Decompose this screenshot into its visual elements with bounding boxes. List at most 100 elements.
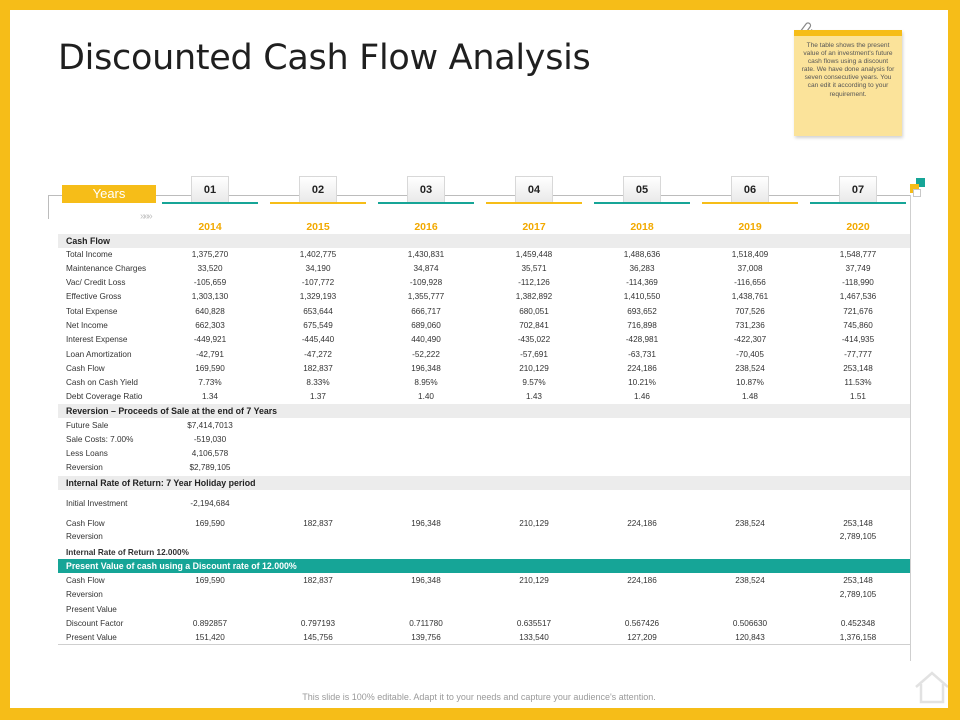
row-label: Initial Investment: [66, 499, 128, 508]
sticky-note: The table shows the present value of an …: [794, 30, 902, 136]
table-cell: 702,841: [519, 321, 549, 330]
table-cell: 440,490: [411, 335, 441, 344]
table-cell: 196,348: [411, 364, 441, 373]
table-cell: -118,990: [842, 278, 874, 287]
table-cell: $7,414,7013: [187, 421, 233, 430]
table-cell: 9.57%: [522, 378, 546, 387]
table-cell: -77,777: [844, 350, 872, 359]
table-cell: 693,652: [627, 307, 657, 316]
year-header-7: 2020: [846, 221, 870, 233]
row-label: Loan Amortization: [66, 350, 132, 359]
year-header-3: 2016: [414, 221, 438, 233]
table-cell: 127,209: [627, 633, 657, 642]
table-cell: 210,129: [519, 519, 549, 528]
table-cell: -57,691: [520, 350, 548, 359]
table-cell: 1,467,536: [839, 292, 877, 301]
table-cell: 1.43: [526, 392, 542, 401]
table-cell: -112,126: [518, 278, 550, 287]
table-cell: -414,935: [841, 335, 875, 344]
table-cell: 8.33%: [306, 378, 330, 387]
table-row: Cash Flow 169,590 182,837 196,348 210,129 224…: [58, 574, 910, 588]
year-tab-2: 02: [299, 176, 337, 202]
tab-underline: [378, 202, 474, 204]
table-cell: 238,524: [735, 364, 765, 373]
table-cell: 34,190: [305, 264, 331, 273]
table-cell: 35,571: [521, 264, 547, 273]
row-label: Cash Flow: [66, 576, 105, 585]
table-cell: 0.635517: [516, 619, 552, 628]
table-cell: 10.87%: [736, 378, 764, 387]
table-row: Reversion 2,789,105: [58, 588, 910, 602]
table-cell: 1,459,448: [515, 250, 553, 259]
section-header: Cash Flow: [58, 234, 910, 248]
table-row: Effective Gross 1,303,130 1,329,193 1,355,7…: [58, 290, 910, 304]
row-label: Maintenance Charges: [66, 264, 147, 273]
table-cell: 139,756: [411, 633, 441, 642]
table-row: Future Sale $7,414,7013: [58, 419, 910, 433]
table-cell: 10.21%: [628, 378, 656, 387]
row-label: Present Value: [66, 605, 117, 614]
row-label: Less Loans: [66, 449, 108, 458]
square-teal-icon: [916, 178, 925, 187]
table-row: Vac/ Credit Loss -105,659 -107,772 -109,928…: [58, 276, 910, 290]
table-row: Reversion 2,789,105: [58, 530, 910, 544]
table-cell: -52,222: [412, 350, 440, 359]
table-cell: -116,656: [734, 278, 766, 287]
table-cell: 1,303,130: [191, 292, 229, 301]
table-row: Sale Costs: 7.00% -519,030: [58, 433, 910, 447]
table-cell: 182,837: [303, 364, 333, 373]
table-cell: -445,440: [301, 335, 335, 344]
table-cell: -109,928: [409, 278, 443, 287]
years-label: Years: [62, 185, 156, 203]
timeline-axis: [48, 195, 910, 219]
table-cell: -114,369: [626, 278, 658, 287]
row-label: Internal Rate of Return: 7 Year Holiday …: [66, 478, 256, 488]
page-title: Discounted Cash Flow Analysis: [58, 38, 591, 78]
year-tab-4: 04: [515, 176, 553, 202]
row-label: Present Value: [66, 633, 117, 642]
table-cell: 640,828: [195, 307, 225, 316]
table-cell: 721,676: [843, 307, 873, 316]
table-row: Debt Coverage Ratio 1.34 1.37 1.40 1.43 1.46 1…: [58, 390, 910, 404]
table-cell: -428,981: [625, 335, 659, 344]
table-cell: 224,186: [627, 576, 657, 585]
table-cell: 1,518,409: [731, 250, 769, 259]
table-cell: 716,898: [627, 321, 657, 330]
table-cell: 33,520: [197, 264, 223, 273]
year-tab-1: 01: [191, 176, 229, 202]
chevrons-icon: »»»: [140, 211, 153, 222]
row-label: Reversion – Proceeds of Sale at the end …: [66, 406, 278, 416]
square-outline-icon: [913, 189, 921, 197]
table-cell: 745,860: [843, 321, 873, 330]
square-yellow-icon: [910, 184, 919, 193]
row-label: Total Expense: [66, 307, 118, 316]
table-row: Reversion $2,789,105: [58, 461, 910, 475]
table-row: Cash on Cash Yield 7.73% 8.33% 8.95% 9.57% 10…: [58, 376, 910, 390]
table-cell: 4,106,578: [191, 449, 229, 458]
table-cell: 196,348: [411, 519, 441, 528]
table-cell: 210,129: [519, 576, 549, 585]
table-cell: 1,410,550: [623, 292, 661, 301]
row-label: Interest Expense: [66, 335, 128, 344]
table-cell: 169,590: [195, 364, 225, 373]
table-cell: 2,789,105: [839, 532, 877, 541]
table-cell: 169,590: [195, 576, 225, 585]
table-cell: 151,420: [195, 633, 225, 642]
table-cell: 0.797193: [300, 619, 336, 628]
section-header: Internal Rate of Return: 7 Year Holiday …: [58, 476, 910, 490]
table-cell: -63,731: [628, 350, 656, 359]
table-cell: 182,837: [303, 519, 333, 528]
row-label: Effective Gross: [66, 292, 122, 301]
table-row: Net Income 662,303 675,549 689,060 702,841 71…: [58, 319, 910, 333]
table-row: Interest Expense -449,921 -445,440 440,490 -…: [58, 333, 910, 347]
table-row: Present Value: [58, 603, 910, 617]
table-cell: -449,921: [193, 335, 227, 344]
table-row: Discount Factor 0.892857 0.797193 0.711780 0…: [58, 617, 910, 631]
tab-underline: [594, 202, 690, 204]
tab-underline: [810, 202, 906, 204]
table-cell: 145,756: [303, 633, 333, 642]
table-cell: 1.40: [418, 392, 434, 401]
table-cell: -70,405: [736, 350, 764, 359]
row-label: Future Sale: [66, 421, 109, 430]
tab-underline: [270, 202, 366, 204]
